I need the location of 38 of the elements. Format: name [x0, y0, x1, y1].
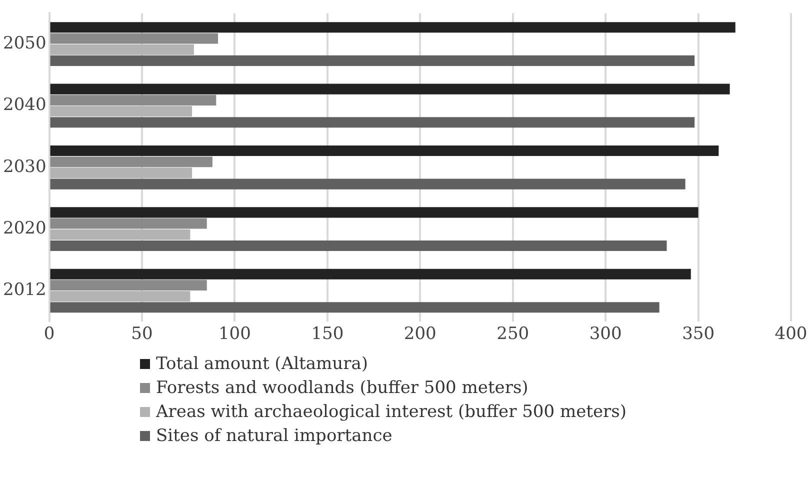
bar — [50, 178, 686, 190]
y-tick-label: 2012 — [3, 280, 46, 300]
y-tick-label: 2040 — [3, 95, 46, 116]
bar — [50, 44, 194, 55]
bar — [50, 280, 207, 290]
bar — [50, 291, 190, 302]
x-tick-label: 250 — [496, 324, 530, 344]
bar — [50, 156, 212, 168]
bar — [50, 218, 207, 229]
bar — [50, 55, 695, 66]
x-tick-label: 50 — [131, 324, 153, 344]
bar — [50, 117, 695, 128]
bar — [50, 94, 216, 106]
x-tick-label: 200 — [404, 324, 436, 344]
bar — [50, 84, 730, 94]
bar — [50, 33, 218, 44]
bar — [50, 106, 192, 117]
x-tick-label: 100 — [218, 324, 251, 344]
y-tick-label: 2050 — [3, 33, 46, 54]
bar — [50, 168, 192, 178]
legend-label: Total amount (Altamura) — [156, 354, 368, 374]
bar — [50, 240, 667, 252]
y-tick-label: 2020 — [3, 218, 46, 238]
bar — [50, 229, 190, 240]
bar — [50, 145, 719, 156]
y-tick-label: 2030 — [3, 156, 46, 177]
legend-label: Forests and woodlands (buffer 500 meters) — [156, 378, 528, 398]
legend-label: Sites of natural importance — [156, 426, 392, 446]
bar — [50, 207, 698, 218]
x-tick-label: 0 — [44, 324, 55, 344]
legend-label: Areas with archaeological interest (buffer 500 meters) — [156, 402, 627, 422]
bar — [50, 268, 691, 280]
x-tick-label: 300 — [589, 324, 622, 344]
x-tick-label: 350 — [682, 324, 715, 344]
bar — [50, 22, 736, 33]
x-tick-label: 400 — [774, 324, 808, 344]
bar — [50, 302, 660, 313]
x-tick-label: 150 — [311, 324, 344, 344]
